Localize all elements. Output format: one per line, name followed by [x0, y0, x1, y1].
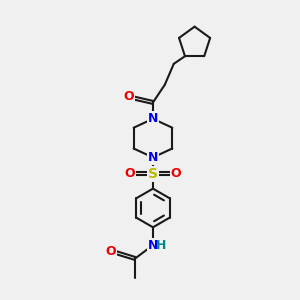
Text: N: N: [148, 112, 158, 125]
Text: O: O: [171, 167, 182, 180]
Text: N: N: [148, 151, 158, 164]
Text: O: O: [123, 90, 134, 103]
Text: N: N: [148, 238, 158, 252]
Text: S: S: [148, 167, 158, 181]
Text: O: O: [124, 167, 135, 180]
Text: H: H: [156, 238, 166, 252]
Text: O: O: [105, 244, 116, 258]
